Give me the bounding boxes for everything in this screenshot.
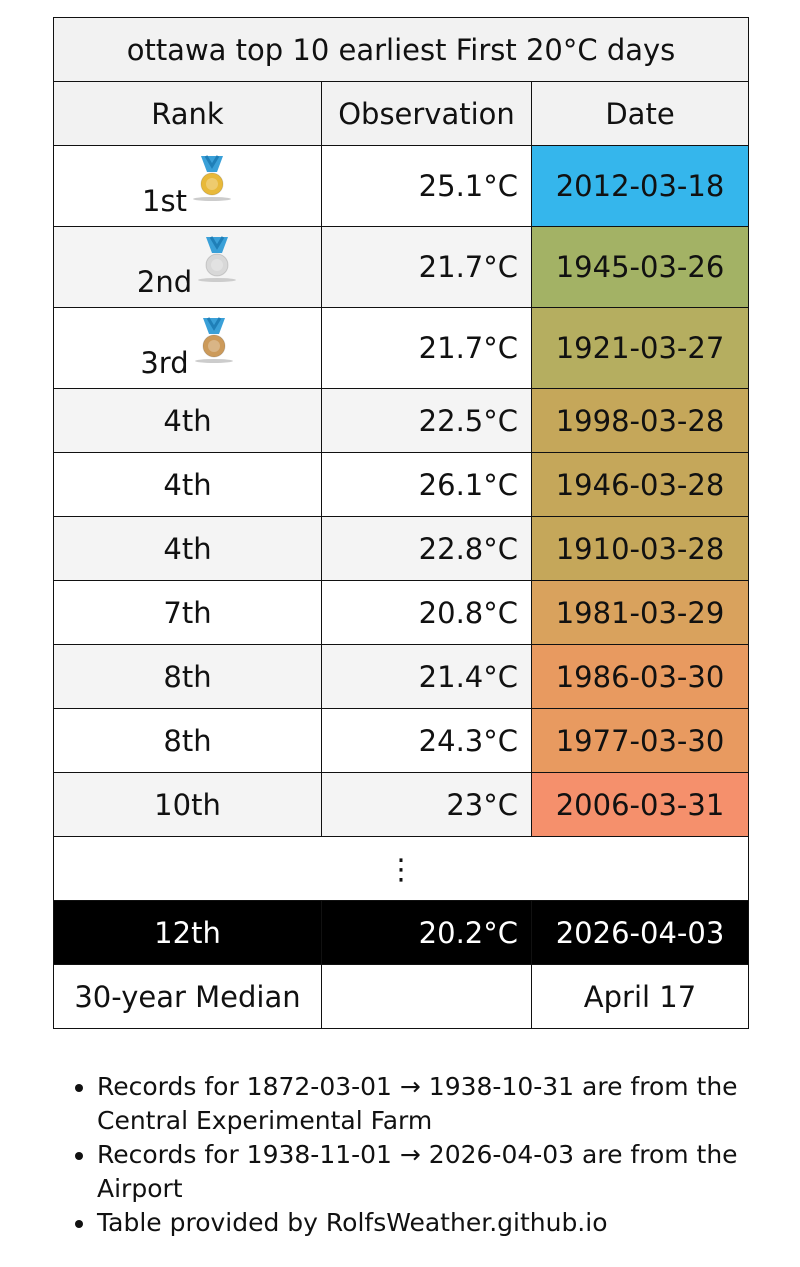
observation: 23°C — [321, 772, 532, 837]
current-row: 12th 20.2°C 2026-04-03 — [53, 900, 750, 965]
data-row: 3rd 21.7°C 1921-03-27 — [53, 307, 750, 389]
rank-wrap: 2nd — [137, 235, 238, 299]
note: Records for 1938-11-01 → 2026-04-03 are … — [97, 1138, 800, 1206]
medal-icon — [194, 317, 233, 363]
data-row: 1st 25.1°C 2012-03-18 — [53, 145, 750, 227]
date: 2026-04-03 — [530, 900, 750, 965]
observation: 20.8°C — [321, 580, 532, 645]
rank: 3rd — [140, 346, 189, 380]
ellipsis: ⋮ — [52, 836, 750, 901]
median-date: April 17 — [530, 964, 750, 1029]
rank-cell: 1st — [53, 145, 322, 227]
observation: 21.7°C — [321, 226, 532, 308]
data-row: 8th 24.3°C 1977-03-30 — [53, 708, 750, 773]
median-label: 30-year Median — [53, 964, 322, 1029]
rank-cell: 4th — [53, 516, 322, 581]
rank-cell: 2nd — [53, 226, 322, 308]
header-cell: Rank — [53, 81, 322, 146]
date: 1977-03-30 — [530, 708, 750, 773]
data-row: 2nd 21.7°C 1945-03-26 — [53, 226, 750, 308]
rank-cell: 4th — [53, 452, 322, 517]
title-row: ottawa top 10 earliest First 20°C days — [52, 17, 750, 82]
observation: 21.7°C — [321, 307, 532, 389]
ellipsis-row: ⋮ — [52, 836, 750, 901]
observation: 22.8°C — [321, 516, 532, 581]
rank-wrap: 3rd — [140, 316, 234, 380]
median-row: 30-year Median April 17 — [53, 964, 750, 1029]
data-row: 7th 20.8°C 1981-03-29 — [53, 580, 750, 645]
rank-cell: 7th — [53, 580, 322, 645]
table-body: ottawa top 10 earliest First 20°C days R… — [52, 17, 750, 1029]
observation: 22.5°C — [321, 388, 532, 453]
date: 1910-03-28 — [530, 516, 750, 581]
rank-wrap: 1st — [142, 154, 233, 218]
table-title: ottawa top 10 earliest First 20°C days — [52, 17, 750, 82]
rank-cell: 10th — [53, 772, 322, 837]
rank-cell: 3rd — [53, 307, 322, 389]
data-row: 4th 22.8°C 1910-03-28 — [53, 516, 750, 581]
date: 1946-03-28 — [530, 452, 750, 517]
observation: 25.1°C — [321, 145, 532, 227]
header-row: Rank Observation Date — [53, 81, 750, 146]
rank-cell: 8th — [53, 708, 322, 773]
medal-icon — [198, 236, 237, 282]
date: 2012-03-18 — [530, 145, 750, 227]
data-row: 4th 26.1°C 1946-03-28 — [53, 452, 750, 517]
medal-icon — [192, 155, 231, 201]
date: 1921-03-27 — [530, 307, 750, 389]
empty-cell — [321, 964, 532, 1029]
date: 2006-03-31 — [530, 772, 750, 837]
rank: 12th — [53, 900, 322, 965]
data-row: 8th 21.4°C 1986-03-30 — [53, 644, 750, 709]
rank: 1st — [142, 184, 187, 218]
header-cell: Observation — [321, 81, 532, 146]
date: 1998-03-28 — [530, 388, 750, 453]
records-table: ottawa top 10 earliest First 20°C days R… — [52, 17, 750, 1029]
data-row: 10th 23°C 2006-03-31 — [53, 772, 750, 837]
observation: 26.1°C — [321, 452, 532, 517]
note: Records for 1872-03-01 → 1938-10-31 are … — [97, 1070, 800, 1138]
rank-cell: 4th — [53, 388, 322, 453]
header-cell: Date — [530, 81, 750, 146]
data-row: 4th 22.5°C 1998-03-28 — [53, 388, 750, 453]
observation: 20.2°C — [321, 900, 532, 965]
rank: 2nd — [136, 265, 193, 299]
observation: 21.4°C — [321, 644, 532, 709]
date: 1945-03-26 — [530, 226, 750, 308]
notes-list: Records for 1872-03-01 → 1938-10-31 are … — [50, 1070, 800, 1240]
date: 1981-03-29 — [530, 580, 750, 645]
observation: 24.3°C — [321, 708, 532, 773]
date: 1986-03-30 — [530, 644, 750, 709]
rank-cell: 8th — [53, 644, 322, 709]
note: Table provided by RolfsWeather.github.io — [97, 1206, 800, 1240]
